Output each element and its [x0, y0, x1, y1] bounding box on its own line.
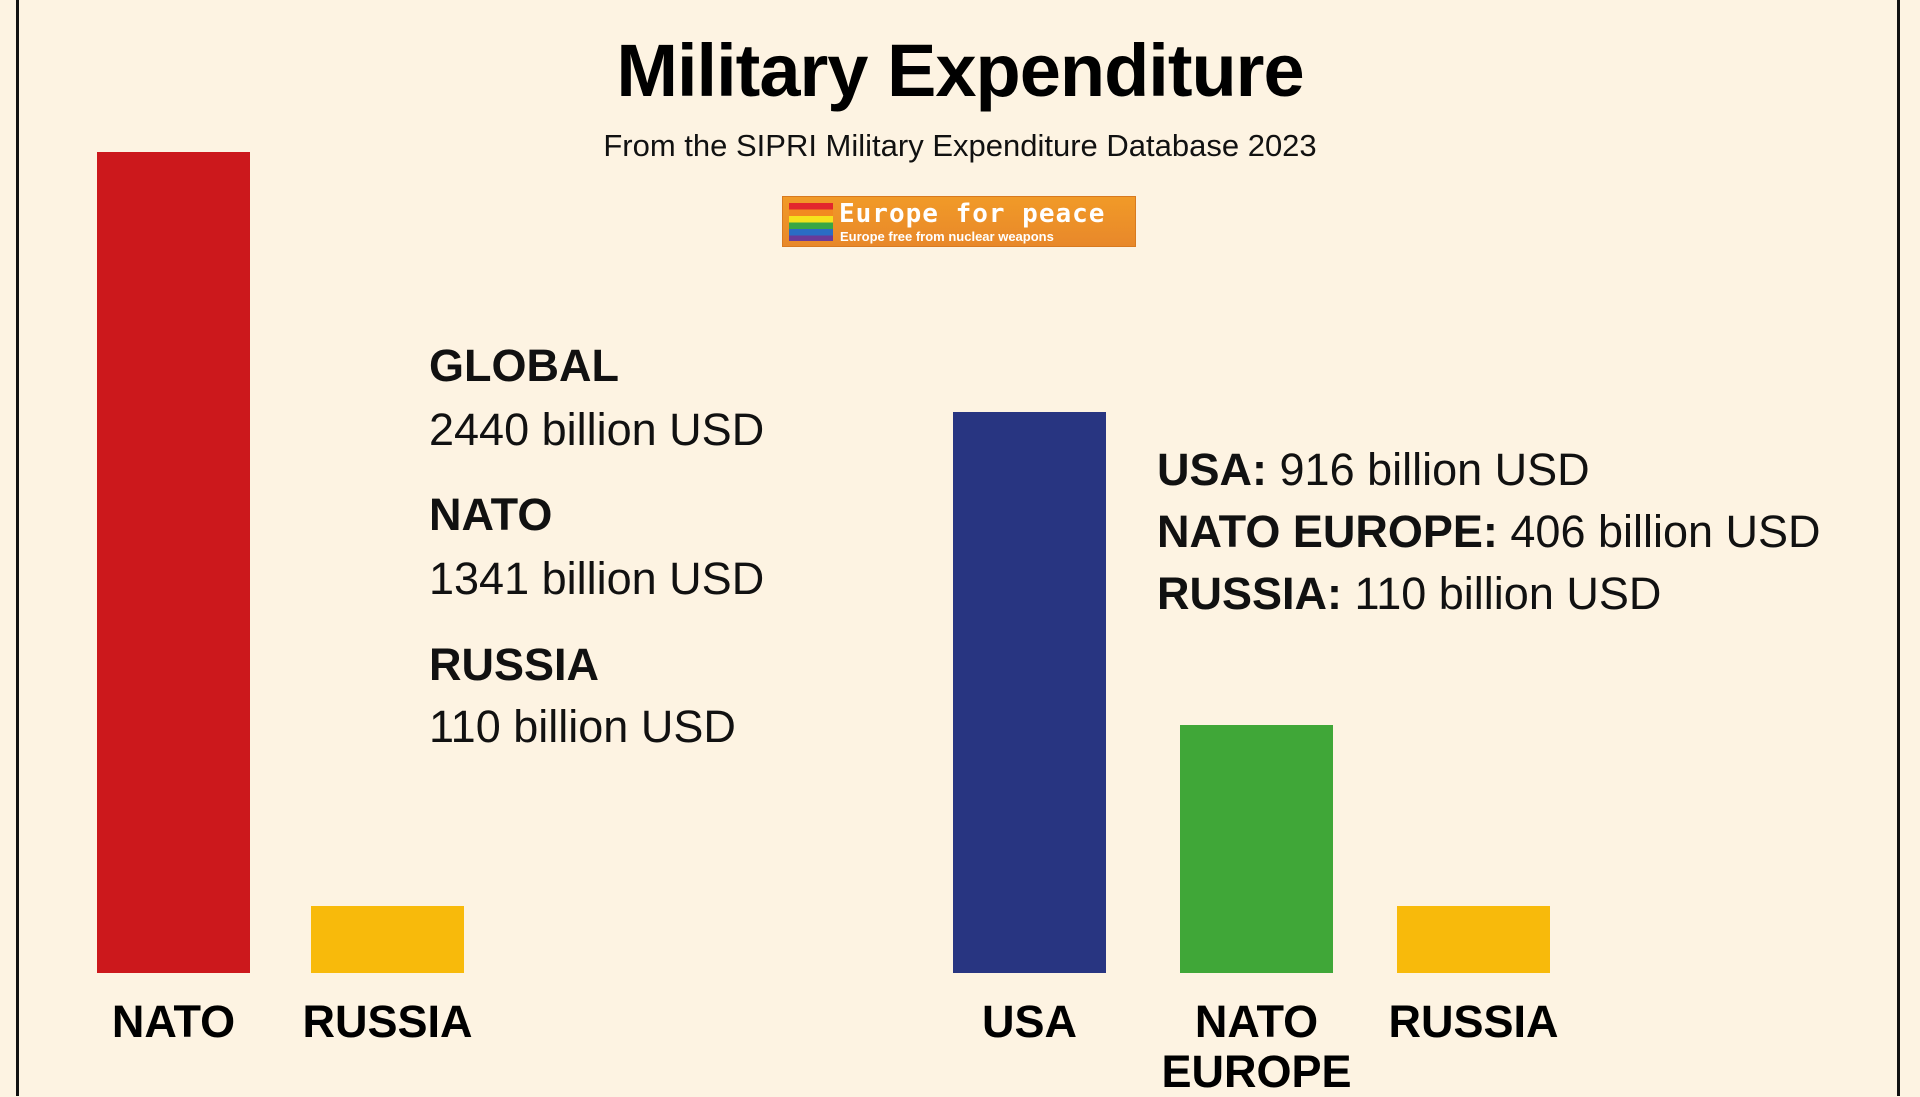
annotation: NATO EUROPE: 406 billion USD [1157, 506, 1821, 558]
annotation: USA: 916 billion USD [1157, 444, 1590, 496]
x-tick-label: NATO [111, 996, 236, 1047]
annotation-label: RUSSIA [429, 639, 600, 690]
x-tick-label: RUSSIA [1388, 996, 1559, 1047]
x-tick-label: NATO EUROPE [1161, 996, 1352, 1097]
annotation-text: 1341 billion USD [429, 553, 765, 604]
x-tick-label: RUSSIA [302, 996, 473, 1047]
bar [97, 152, 250, 973]
bar [311, 905, 464, 973]
bar [953, 412, 1106, 973]
frame [16, 0, 1900, 1096]
chart-subtitle: From the SIPRI Military Expenditure Data… [603, 128, 1317, 163]
logo-title: Europe for peace [839, 199, 1106, 229]
annotation-label: NATO [429, 489, 553, 540]
bar [1397, 905, 1550, 973]
logo-flag [789, 203, 833, 241]
annotation: RUSSIA: 110 billion USD [1157, 568, 1661, 620]
chart-title: Military Expenditure [616, 29, 1304, 112]
annotation-text: 916 billion USD [1279, 444, 1590, 495]
annotation-label: USA: [1157, 444, 1267, 495]
annotation-label: RUSSIA: [1157, 568, 1343, 619]
logo-subtitle: Europe free from nuclear weapons [840, 229, 1054, 244]
annotation-text: 2440 billion USD [429, 404, 765, 455]
annotation-label: GLOBAL [429, 340, 619, 391]
annotation-label: NATO EUROPE: [1157, 506, 1498, 557]
logo: Europe for peace Europe free from nuclea… [782, 196, 1136, 247]
annotation-text: 110 billion USD [1354, 568, 1662, 619]
bar [1180, 724, 1333, 973]
annotation-text: 110 billion USD [429, 701, 736, 752]
annotation-text: 406 billion USD [1510, 506, 1821, 557]
x-tick-label: USA [981, 996, 1077, 1047]
